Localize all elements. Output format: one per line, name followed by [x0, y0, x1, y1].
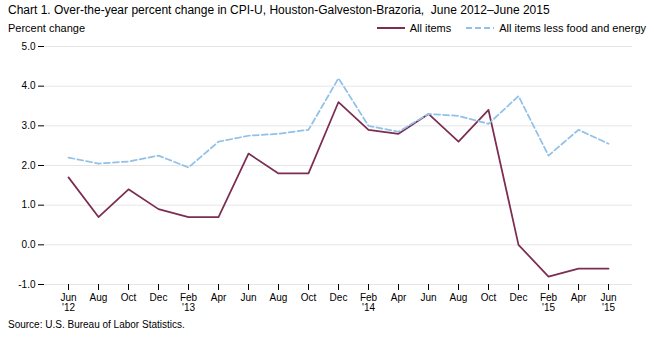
svg-text:Oct: Oct: [481, 292, 497, 303]
svg-text:Dec: Dec: [150, 292, 168, 303]
svg-text:Aug: Aug: [90, 292, 108, 303]
svg-text:Aug: Aug: [270, 292, 288, 303]
svg-text:Jun: Jun: [240, 292, 256, 303]
svg-text:Aug: Aug: [450, 292, 468, 303]
html-text:Percent change: Percent change: [8, 22, 86, 34]
svg-text:Feb'14: Feb'14: [360, 292, 378, 313]
svg-text:Feb'13: Feb'13: [180, 292, 198, 313]
svg-text:Jun: Jun: [420, 292, 436, 303]
html-text:All items: All items: [409, 22, 452, 34]
svg-text:1.0: 1.0: [22, 199, 36, 210]
html-text:Source: U.S. Bureau of Labor S: Source: U.S. Bureau of Labor Statistics.: [8, 319, 185, 330]
svg-text:Dec: Dec: [330, 292, 348, 303]
svg-text:0.0: 0.0: [22, 239, 36, 250]
svg-text:-1.0: -1.0: [18, 279, 36, 290]
html-text:All items less food and energy: All items less food and energy: [499, 22, 646, 34]
svg-text:Oct: Oct: [301, 292, 317, 303]
svg-text:5.0: 5.0: [22, 41, 36, 52]
svg-text:Dec: Dec: [510, 292, 528, 303]
html-text:Chart 1. Over-the-year percent: Chart 1. Over-the-year percent change in…: [8, 3, 550, 17]
svg-text:Oct: Oct: [121, 292, 137, 303]
svg-text:3.0: 3.0: [22, 120, 36, 131]
svg-text:Feb'15: Feb'15: [540, 292, 558, 313]
svg-text:Jun'15: Jun'15: [600, 292, 616, 313]
svg-text:2.0: 2.0: [22, 160, 36, 171]
svg-text:4.0: 4.0: [22, 80, 36, 91]
svg-text:Apr: Apr: [391, 292, 407, 303]
svg-text:Jun'12: Jun'12: [60, 292, 76, 313]
svg-text:Apr: Apr: [571, 292, 587, 303]
svg-text:Apr: Apr: [211, 292, 227, 303]
